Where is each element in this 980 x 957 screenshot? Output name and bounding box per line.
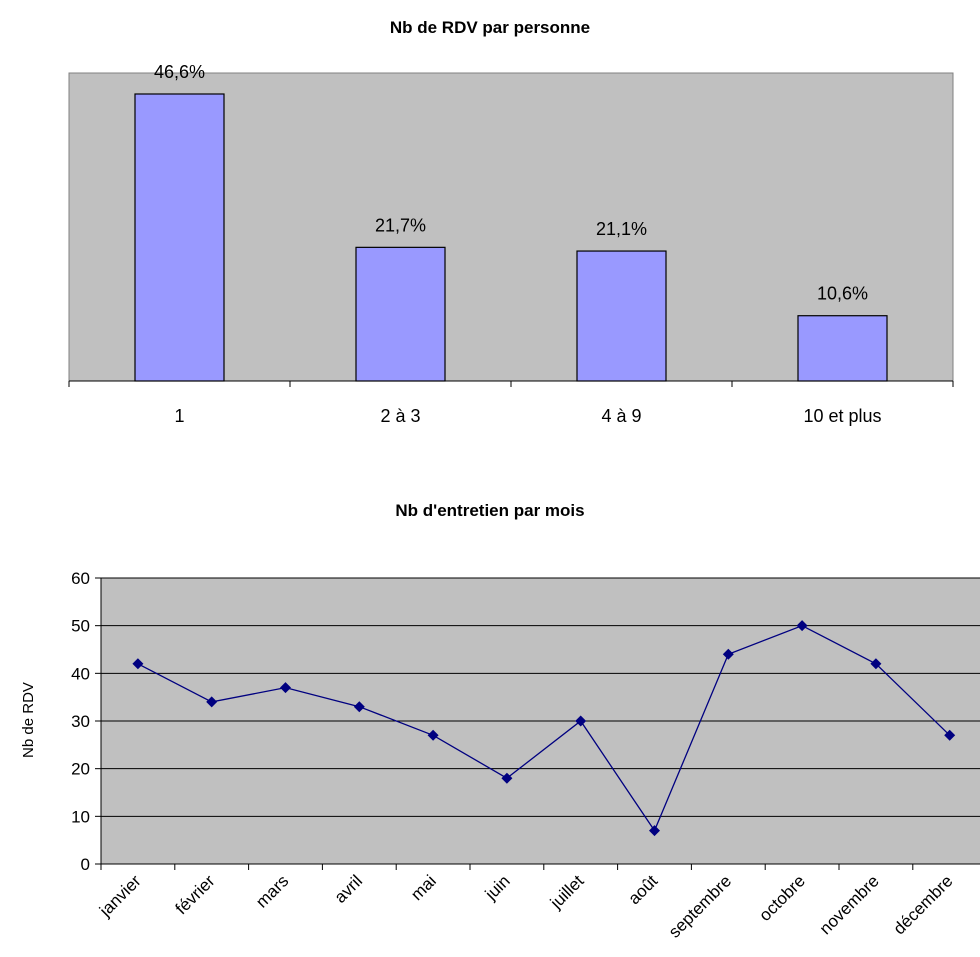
x-tick-label: décembre [890,871,957,938]
line-chart-y-axis-label: Nb de RDV [20,682,37,758]
data-point-marker [944,729,956,741]
bar-data-label: 21,7% [375,215,426,235]
x-tick-label: janvier [95,871,145,921]
data-point-marker [132,658,144,670]
x-tick-label: février [172,871,219,918]
x-tick-label: novembre [816,871,883,938]
x-tick-label: mars [252,871,292,911]
x-tick-label: mai [407,871,440,904]
y-tick-label: 10 [71,807,90,826]
x-tick-label: septembre [665,871,735,941]
data-point-marker [649,825,660,837]
y-tick-label: 20 [71,760,90,779]
bar-chart: Nb de RDV par personne 46,6% 21,7% 21,1% 10… [68,18,954,426]
bar-data-label: 10,6% [817,284,868,304]
line-chart-plot-area [101,578,980,864]
line-chart-series-line [137,624,951,832]
x-tick-label: octobre [755,871,809,925]
bar-category-label: 2 à 3 [380,406,420,426]
y-tick-label: 40 [71,664,90,683]
data-point-marker [575,715,587,727]
bar-category-label: 1 [174,406,184,426]
data-point-marker [427,729,439,741]
x-tick-label: août [624,871,661,908]
y-tick-label: 50 [71,617,90,636]
data-point-marker [206,696,218,708]
bar-category-label: 4 à 9 [601,406,641,426]
y-tick-label: 0 [81,855,90,874]
x-tick-label: juillet [546,871,588,913]
data-point-marker [353,701,365,713]
bar-chart-title: Nb de RDV par personne [390,18,590,37]
line-chart-title: Nb d'entretien par mois [395,501,584,520]
x-tick-label: avril [331,871,366,906]
bar [355,246,446,382]
bar [134,93,225,382]
y-tick-label: 60 [71,569,90,588]
data-point-marker [280,682,291,694]
data-point-marker [722,648,734,660]
data-point-marker [501,772,513,784]
data-point-marker [870,658,882,670]
bar [576,250,667,382]
data-point-marker [796,620,808,632]
y-tick-label: 30 [71,712,90,731]
bar-data-label: 46,6% [154,62,205,82]
x-tick-label: juin [481,871,514,904]
bar [797,315,888,382]
bar-data-label: 21,1% [596,219,647,239]
bar-category-label: 10 et plus [803,406,881,426]
